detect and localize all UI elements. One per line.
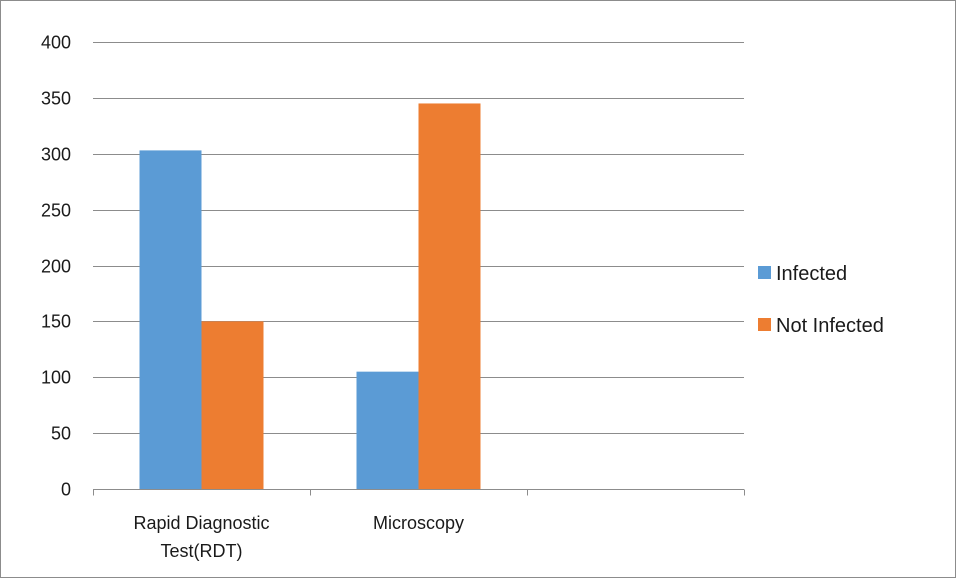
bars bbox=[139, 103, 481, 490]
legend: Infected Not Infected bbox=[758, 263, 884, 337]
bar-infected bbox=[139, 150, 202, 489]
x-tick-label: Test(RDT) bbox=[161, 541, 243, 561]
bar-not-infected bbox=[418, 103, 481, 490]
x-axis-tick-labels: Rapid Diagnostic Test(RDT) Microscopy bbox=[133, 513, 464, 561]
legend-label: Not Infected bbox=[776, 315, 884, 337]
y-tick-label: 200 bbox=[41, 257, 71, 277]
y-tick-label: 150 bbox=[41, 312, 71, 332]
legend-swatch bbox=[758, 266, 771, 279]
y-tick-label: 400 bbox=[41, 33, 71, 53]
y-tick-label: 300 bbox=[41, 145, 71, 165]
bar-infected bbox=[356, 371, 419, 489]
y-tick-label: 0 bbox=[61, 480, 71, 500]
y-tick-label: 50 bbox=[51, 424, 71, 444]
bar-not-infected bbox=[201, 321, 264, 489]
x-axis bbox=[93, 489, 745, 496]
y-tick-label: 350 bbox=[41, 89, 71, 109]
y-tick-label: 100 bbox=[41, 368, 71, 388]
legend-swatch bbox=[758, 318, 771, 331]
legend-label: Infected bbox=[776, 263, 847, 285]
x-tick-label: Microscopy bbox=[373, 513, 464, 533]
x-tick-label: Rapid Diagnostic bbox=[133, 513, 269, 533]
y-tick-label: 250 bbox=[41, 201, 71, 221]
y-axis-tick-labels: 0 50 100 150 200 250 300 350 400 bbox=[41, 33, 71, 500]
